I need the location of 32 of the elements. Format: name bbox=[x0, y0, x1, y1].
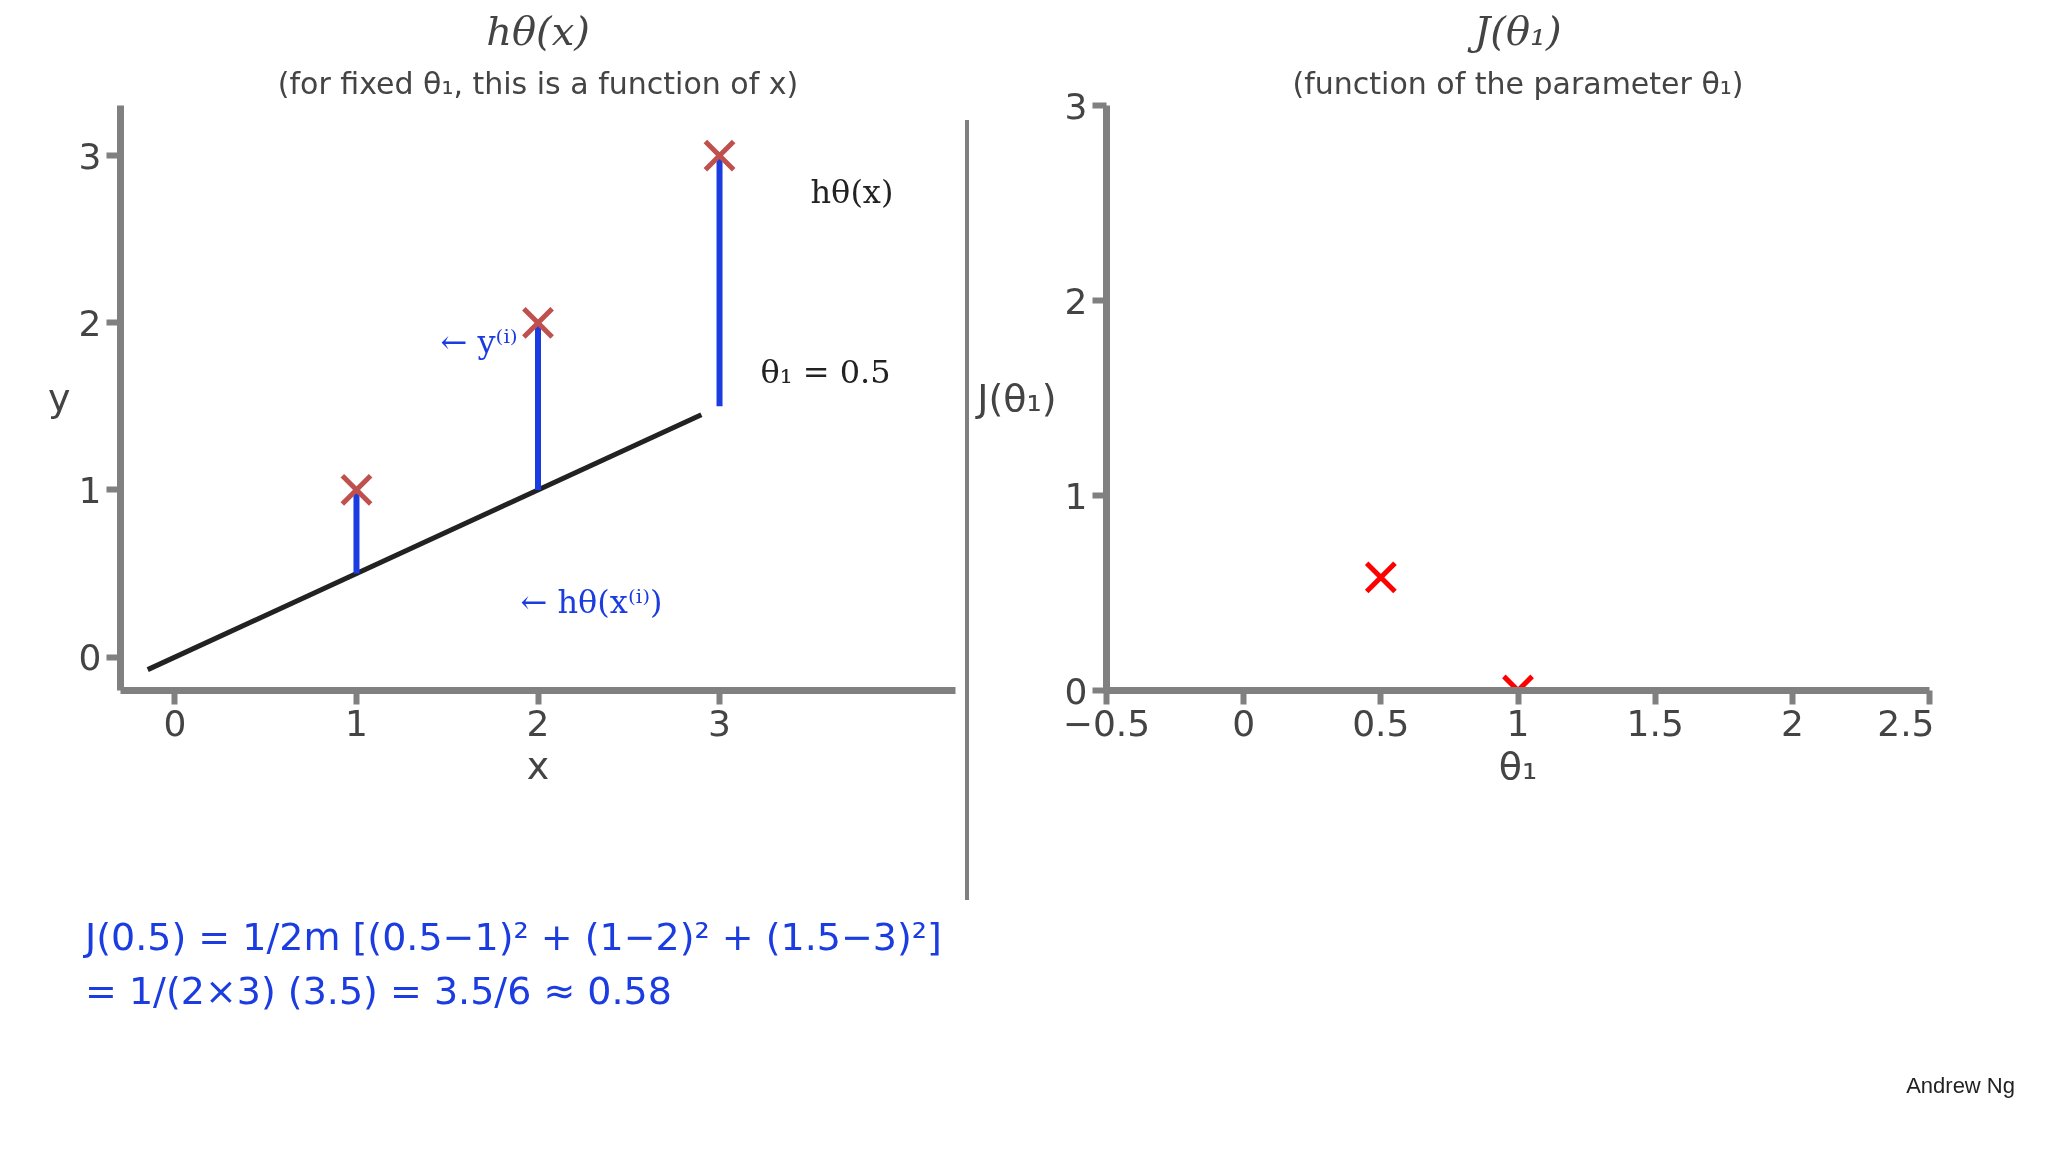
y-axis-title: y bbox=[48, 376, 71, 420]
x-tick-label: 0 bbox=[163, 702, 187, 744]
x-tick-label: 1 bbox=[1506, 702, 1530, 744]
chart-subtitle: (for fixed θ₁, this is a function of x) bbox=[277, 65, 799, 101]
annotation: ← hθ(x⁽ⁱ⁾) bbox=[520, 582, 663, 621]
text: Andrew Ng bbox=[1906, 1072, 2015, 1100]
x-axis-title: θ₁ bbox=[1498, 743, 1538, 788]
y-tick-label: 2 bbox=[78, 302, 102, 344]
y-tick-label: 1 bbox=[78, 469, 102, 511]
x-tick-label: 2.5 bbox=[1877, 702, 1935, 744]
x-tick-label: 2 bbox=[1780, 702, 1804, 744]
annotation: θ₁ = 0.5 bbox=[760, 352, 891, 391]
x-tick-label: 0 bbox=[1232, 702, 1256, 744]
y-tick-label: 1 bbox=[1064, 475, 1088, 517]
x-tick-label: 2 bbox=[526, 702, 550, 744]
y-tick-label: 2 bbox=[1064, 280, 1088, 322]
text: J(0.5) = 1/2m [(0.5−1)² + (1−2)² + (1.5−3)²] bbox=[85, 914, 942, 961]
chart-subtitle: (function of the parameter θ₁) bbox=[1292, 65, 1744, 101]
x-axis-title: x bbox=[526, 743, 550, 788]
y-tick-label: 0 bbox=[78, 637, 102, 679]
y-tick-label: 3 bbox=[78, 135, 102, 177]
annotation: hθ(x) bbox=[810, 172, 894, 211]
chart-title: J(θ₁) bbox=[1467, 7, 1562, 54]
y-tick-label: 3 bbox=[1064, 85, 1088, 127]
x-tick-label: 0.5 bbox=[1352, 702, 1410, 744]
x-tick-label: 1 bbox=[345, 702, 368, 744]
chart-title: hθ(x) bbox=[486, 7, 590, 54]
annotation: ← y⁽ⁱ⁾ bbox=[440, 322, 518, 361]
text: = 1/(2×3) (3.5) = 3.5/6 ≈ 0.58 bbox=[85, 968, 673, 1016]
x-tick-label: 1.5 bbox=[1626, 702, 1684, 744]
y-axis-title: J(θ₁) bbox=[975, 376, 1057, 420]
x-tick-label: 3 bbox=[708, 702, 731, 744]
